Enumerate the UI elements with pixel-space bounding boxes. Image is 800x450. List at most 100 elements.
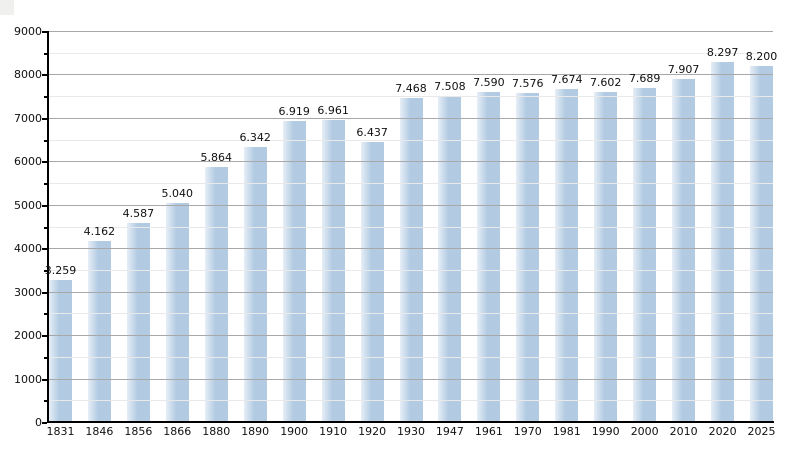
y-tick-label: 1000 <box>14 372 42 386</box>
plot-area <box>49 31 773 422</box>
gridline-minor <box>49 313 773 315</box>
y-tick-minor <box>44 226 47 229</box>
y-tick-major <box>42 117 47 120</box>
bar <box>633 88 657 422</box>
x-tick-label: 1990 <box>591 425 620 438</box>
gridline-minor <box>49 139 773 141</box>
bar <box>87 241 111 422</box>
bar-value-label: 7.689 <box>628 72 661 85</box>
y-tick-label: 9000 <box>14 25 42 38</box>
gridline-major <box>49 291 773 293</box>
gridline-minor <box>49 226 773 228</box>
gridline-major <box>49 335 773 337</box>
y-tick-minor <box>44 183 47 186</box>
bar-value-label: 8.200 <box>745 49 778 63</box>
bar-value-label: 6.437 <box>356 126 388 140</box>
bar <box>360 142 384 422</box>
bar-value-label: 7.674 <box>551 72 583 86</box>
y-tick-label: 0 <box>35 416 42 429</box>
x-tick-label: 2025 <box>747 425 776 438</box>
bar-value-label: 6.919 <box>278 105 310 119</box>
bar-value-label: 7.508 <box>434 79 466 93</box>
gridline-minor <box>49 400 773 402</box>
y-tick-minor <box>44 52 47 55</box>
gridline-minor <box>49 183 773 185</box>
y-tick-label: 5000 <box>14 198 42 212</box>
x-tick-label: 1880 <box>202 425 231 438</box>
bar <box>516 92 540 422</box>
y-tick-major <box>42 161 47 164</box>
bar-value-label: 4.162 <box>83 225 116 239</box>
x-tick-label: 2020 <box>708 425 737 438</box>
bar-value-label: 8.297 <box>706 45 739 59</box>
gridline-major <box>49 74 773 76</box>
bar-value-label: 7.907 <box>667 62 700 76</box>
y-tick-minor <box>44 96 47 99</box>
x-tick-label: 1831 <box>46 425 75 438</box>
y-tick-major <box>42 31 47 33</box>
y-tick-major <box>42 335 47 338</box>
x-tick-label: 1930 <box>397 425 425 438</box>
x-tick-label: 1920 <box>358 425 387 438</box>
x-tick-label: 1900 <box>280 425 309 438</box>
y-tick-minor <box>44 356 47 359</box>
bar <box>477 92 501 422</box>
y-tick-minor <box>44 139 47 142</box>
gridline-minor <box>49 96 773 98</box>
y-axis-line <box>47 31 49 423</box>
y-tick-label: 7000 <box>14 111 42 125</box>
y-tick-minor <box>44 269 47 272</box>
x-tick-label: 1846 <box>85 425 114 438</box>
bar-value-label: 7.468 <box>395 81 427 95</box>
x-tick-label: 1910 <box>319 425 348 438</box>
y-tick-major <box>42 378 47 381</box>
bar-value-label: 5.040 <box>161 187 194 200</box>
bar-value-label: 7.576 <box>512 76 544 90</box>
y-tick-major <box>42 422 47 424</box>
x-tick-label: 1961 <box>474 425 503 438</box>
x-tick-label: 1890 <box>241 425 270 438</box>
bar-value-label: 7.602 <box>589 75 622 89</box>
bar-value-label: 6.342 <box>239 130 271 144</box>
y-tick-minor <box>44 400 47 403</box>
y-tick-major <box>42 291 47 294</box>
x-tick-label: 1970 <box>513 425 542 438</box>
y-tick-major <box>42 204 47 207</box>
bar <box>672 78 696 422</box>
bar <box>594 91 618 422</box>
x-tick-label: 1866 <box>163 425 192 438</box>
gridline-major <box>49 117 773 119</box>
bar <box>750 65 773 422</box>
y-tick-label: 3000 <box>14 285 42 299</box>
bar-value-label: 5.864 <box>200 151 233 165</box>
bar-value-label: 3.259 <box>44 264 77 278</box>
bar <box>555 88 579 422</box>
gridline-major <box>49 378 773 380</box>
x-tick-label: 1856 <box>124 425 153 438</box>
bar <box>438 95 462 422</box>
bar-value-label: 4.587 <box>122 206 155 220</box>
y-tick-label: 2000 <box>14 329 42 343</box>
bar <box>204 167 228 422</box>
bar <box>243 146 267 422</box>
x-tick-label: 1981 <box>552 425 581 438</box>
x-tick-label: 1947 <box>435 425 464 438</box>
gridline-major <box>49 31 773 32</box>
corner-artifact <box>0 0 14 15</box>
gridline-minor <box>49 356 773 358</box>
y-tick-label: 6000 <box>14 155 42 169</box>
bar <box>165 203 189 422</box>
bar-value-label: 7.590 <box>473 76 505 90</box>
x-tick-label: 2000 <box>630 425 659 438</box>
y-tick-major <box>42 74 47 77</box>
x-axis-line <box>47 421 774 423</box>
gridline-major <box>49 161 773 163</box>
bar <box>711 61 735 422</box>
y-tick-label: 4000 <box>14 242 42 256</box>
gridline-minor <box>49 269 773 271</box>
bar <box>49 280 72 422</box>
bar <box>126 222 150 422</box>
gridline-minor <box>49 52 773 54</box>
x-tick-label: 2010 <box>669 425 698 438</box>
